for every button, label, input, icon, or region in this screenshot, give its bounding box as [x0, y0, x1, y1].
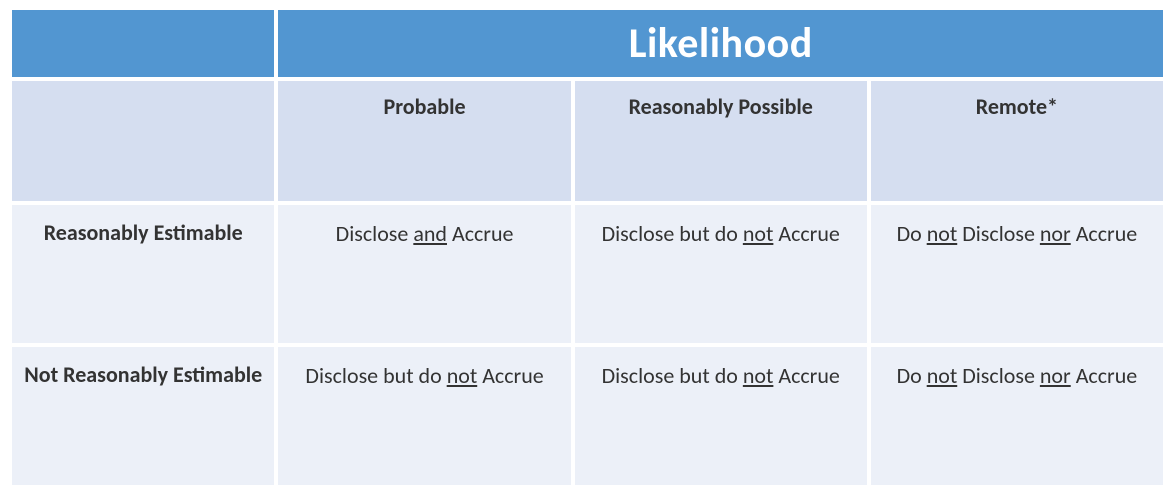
header-corner-empty [12, 10, 274, 77]
row-label-not-reasonably-estimable: Not Reasonably Estimable [12, 347, 274, 485]
column-header-reasonably-possible: Reasonably Possible [575, 81, 867, 201]
cell-r0-c2: Do not Disclose nor Accrue [871, 205, 1163, 343]
table-container: Likelihood Probable Reasonably Possible … [0, 0, 1175, 503]
column-header-remote: Remote* [871, 81, 1163, 201]
column-header-empty [12, 81, 274, 201]
likelihood-matrix-table: Likelihood Probable Reasonably Possible … [8, 6, 1167, 489]
cell-text: Disclose but do not Accrue [602, 362, 840, 389]
table-row: Not Reasonably Estimable Disclose but do… [12, 347, 1163, 485]
cell-r0-c0: Disclose and Accrue [278, 205, 570, 343]
column-header-row: Probable Reasonably Possible Remote* [12, 81, 1163, 201]
cell-r0-c1: Disclose but do not Accrue [575, 205, 867, 343]
cell-r1-c1: Disclose but do not Accrue [575, 347, 867, 485]
table-row: Reasonably Estimable Disclose and Accrue… [12, 205, 1163, 343]
cell-text: Do not Disclose nor Accrue [897, 362, 1138, 389]
column-header-probable: Probable [278, 81, 570, 201]
cell-text: Disclose and Accrue [336, 220, 514, 247]
table-title: Likelihood [278, 10, 1163, 77]
cell-r1-c2: Do not Disclose nor Accrue [871, 347, 1163, 485]
header-row: Likelihood [12, 10, 1163, 77]
cell-text: Disclose but do not Accrue [602, 220, 840, 247]
cell-r1-c0: Disclose but do not Accrue [278, 347, 570, 485]
row-label-reasonably-estimable: Reasonably Estimable [12, 205, 274, 343]
cell-text: Disclose but do not Accrue [305, 362, 543, 389]
cell-text: Do not Disclose nor Accrue [897, 220, 1138, 247]
